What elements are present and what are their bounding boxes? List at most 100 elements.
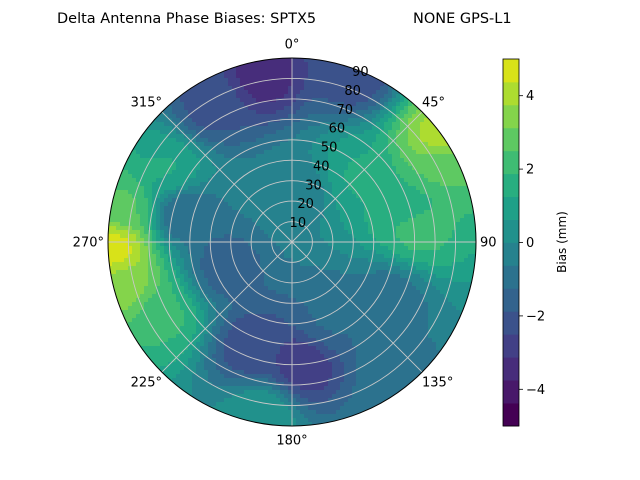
contour-cell <box>324 302 329 307</box>
contour-cell <box>416 122 421 127</box>
contour-cell <box>376 278 381 283</box>
contour-cell <box>320 206 325 211</box>
contour-cell <box>424 266 429 271</box>
contour-cell <box>116 270 121 275</box>
contour-cell <box>232 74 237 79</box>
contour-cell <box>408 278 413 283</box>
contour-cell <box>464 186 469 191</box>
contour-cell <box>316 194 321 199</box>
contour-cell <box>472 198 476 203</box>
contour-cell <box>292 202 297 207</box>
contour-cell <box>356 206 361 211</box>
contour-cell <box>432 234 437 239</box>
contour-cell <box>456 238 461 243</box>
contour-cell <box>392 198 397 203</box>
contour-cell <box>408 306 413 311</box>
contour-cell <box>384 186 389 191</box>
contour-cell <box>268 270 273 275</box>
contour-cell <box>116 238 121 243</box>
contour-cell <box>416 190 421 195</box>
contour-cell <box>312 174 317 179</box>
contour-cell <box>400 250 405 255</box>
contour-cell <box>292 78 297 83</box>
contour-cell <box>196 306 201 311</box>
contour-cell <box>304 266 309 271</box>
contour-cell <box>324 254 329 259</box>
contour-cell <box>196 294 201 299</box>
contour-cell <box>256 250 261 255</box>
contour-cell <box>376 122 381 127</box>
contour-cell <box>412 98 417 103</box>
contour-cell <box>460 222 465 227</box>
contour-cell <box>256 290 261 295</box>
contour-cell <box>444 170 449 175</box>
contour-cell <box>196 102 201 107</box>
contour-cell <box>156 202 161 207</box>
contour-cell <box>288 138 293 143</box>
contour-cell <box>208 150 213 155</box>
contour-cell <box>376 158 381 163</box>
contour-cell <box>412 150 417 155</box>
contour-cell <box>300 90 305 95</box>
contour-cell <box>416 118 421 123</box>
contour-cell <box>460 210 465 215</box>
contour-cell <box>448 174 453 179</box>
contour-cell <box>148 266 153 271</box>
contour-cell <box>144 302 149 307</box>
contour-cell <box>208 90 213 95</box>
contour-cell <box>136 146 141 151</box>
contour-cell <box>204 250 209 255</box>
contour-cell <box>244 218 249 223</box>
contour-cell <box>296 90 301 95</box>
contour-cell <box>404 234 409 239</box>
contour-cell <box>204 270 209 275</box>
contour-cell <box>380 214 385 219</box>
contour-cell <box>336 98 341 103</box>
contour-cell <box>244 110 249 115</box>
contour-cell <box>400 258 405 263</box>
contour-cell <box>292 114 297 119</box>
contour-cell <box>316 98 321 103</box>
contour-cell <box>276 290 281 295</box>
contour-cell <box>304 62 309 67</box>
contour-cell <box>352 118 357 123</box>
contour-cell <box>212 134 217 139</box>
contour-cell <box>456 198 461 203</box>
contour-cell <box>264 86 269 91</box>
contour-cell <box>204 290 209 295</box>
contour-cell <box>444 198 449 203</box>
contour-cell <box>420 302 425 307</box>
contour-cell <box>252 254 257 259</box>
contour-cell <box>364 182 369 187</box>
contour-cell <box>472 246 476 251</box>
contour-cell <box>456 226 461 231</box>
contour-cell <box>424 170 429 175</box>
contour-cell <box>396 286 401 291</box>
contour-cell <box>204 266 209 271</box>
contour-cell <box>340 150 345 155</box>
contour-cell <box>220 226 225 231</box>
contour-cell <box>312 62 317 67</box>
contour-cell <box>452 234 457 239</box>
contour-cell <box>372 122 377 127</box>
contour-cell <box>220 166 225 171</box>
contour-cell <box>360 206 365 211</box>
contour-cell <box>312 106 317 111</box>
contour-cell <box>168 290 173 295</box>
contour-cell <box>404 218 409 223</box>
contour-cell <box>284 174 289 179</box>
contour-cell <box>376 182 381 187</box>
contour-cell <box>248 174 253 179</box>
contour-cell <box>304 134 309 139</box>
contour-cell <box>188 174 193 179</box>
contour-cell <box>328 150 333 155</box>
contour-cell <box>116 250 121 255</box>
contour-cell <box>248 266 253 271</box>
contour-cell <box>432 294 437 299</box>
contour-cell <box>280 146 285 151</box>
contour-cell <box>180 258 185 263</box>
contour-cell <box>312 138 317 143</box>
contour-cell <box>252 262 257 267</box>
contour-cell <box>300 282 305 287</box>
contour-cell <box>280 242 285 247</box>
